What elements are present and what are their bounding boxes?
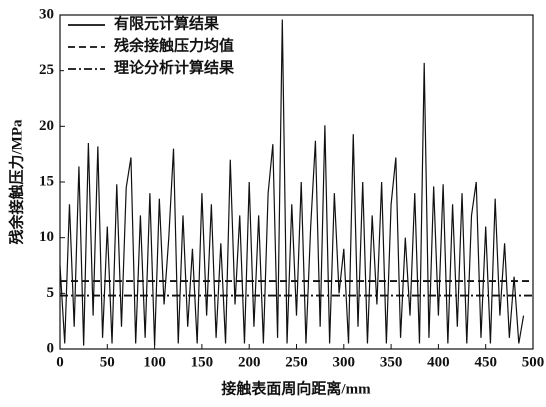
x-tick-label: 50 (100, 354, 115, 370)
x-tick-label: 100 (143, 354, 166, 370)
x-tick-label: 150 (191, 354, 214, 370)
x-tick-label: 0 (56, 354, 64, 370)
legend-label: 有限元计算结果 (114, 14, 220, 32)
x-axis-label: 接触表面周向距离/mm (221, 379, 371, 397)
y-tick-label: 15 (39, 173, 54, 189)
y-tick-label: 10 (39, 229, 54, 245)
legend-label: 理论分析计算结果 (114, 58, 235, 76)
legend-label: 残余接触压力均值 (114, 36, 234, 54)
y-tick-label: 30 (39, 6, 54, 22)
x-tick-label: 200 (238, 354, 261, 370)
y-tick-label: 5 (47, 285, 55, 301)
series-line (59, 19, 525, 346)
legend-bg (64, 16, 279, 36)
x-tick-label: 300 (333, 354, 356, 370)
x-tick-label: 450 (474, 354, 497, 370)
x-tick-label: 350 (380, 354, 403, 370)
y-tick-label: 20 (39, 118, 54, 134)
x-tick-label: 250 (285, 354, 308, 370)
legend-bg (64, 60, 279, 80)
y-axis-label: 残余接触压力/MPa (7, 119, 25, 244)
x-tick-label: 500 (522, 354, 545, 370)
y-tick-label: 25 (39, 62, 54, 78)
y-tick-label: 0 (47, 340, 55, 356)
legend-bg (64, 38, 279, 58)
x-tick-label: 400 (427, 354, 450, 370)
